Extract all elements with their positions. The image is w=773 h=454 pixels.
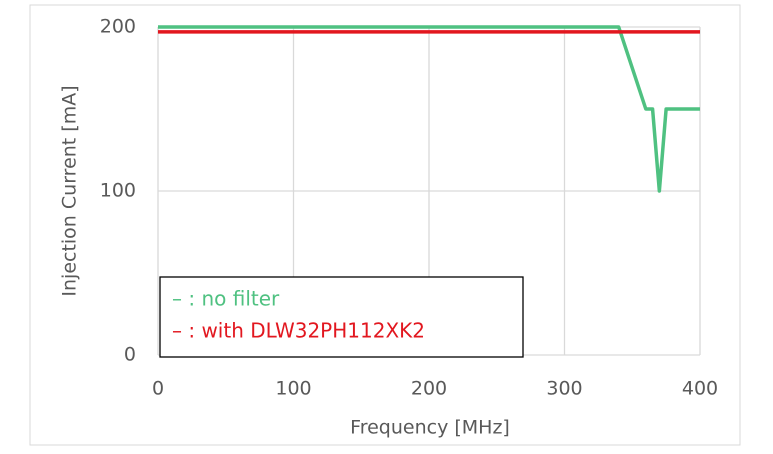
y-axis-label: Injection Current [mA] [59, 85, 81, 296]
x-tick-label: 100 [275, 378, 311, 400]
chart-frame [29, 4, 741, 446]
y-tick-label: 100 [100, 180, 136, 202]
legend-entry: – : with DLW32PH112XK2 [172, 319, 425, 343]
legend-entry: – : no filter [172, 287, 280, 311]
x-axis-label: Frequency [MHz] [350, 417, 510, 439]
x-tick-label: 200 [411, 378, 447, 400]
legend-box [159, 276, 524, 358]
series-line [158, 25, 700, 193]
x-tick-label: 400 [682, 378, 718, 400]
x-tick-label: 300 [546, 378, 582, 400]
y-tick-label: 200 [100, 16, 136, 38]
y-tick-label: 0 [124, 344, 136, 366]
x-tick-label: 0 [152, 378, 164, 400]
